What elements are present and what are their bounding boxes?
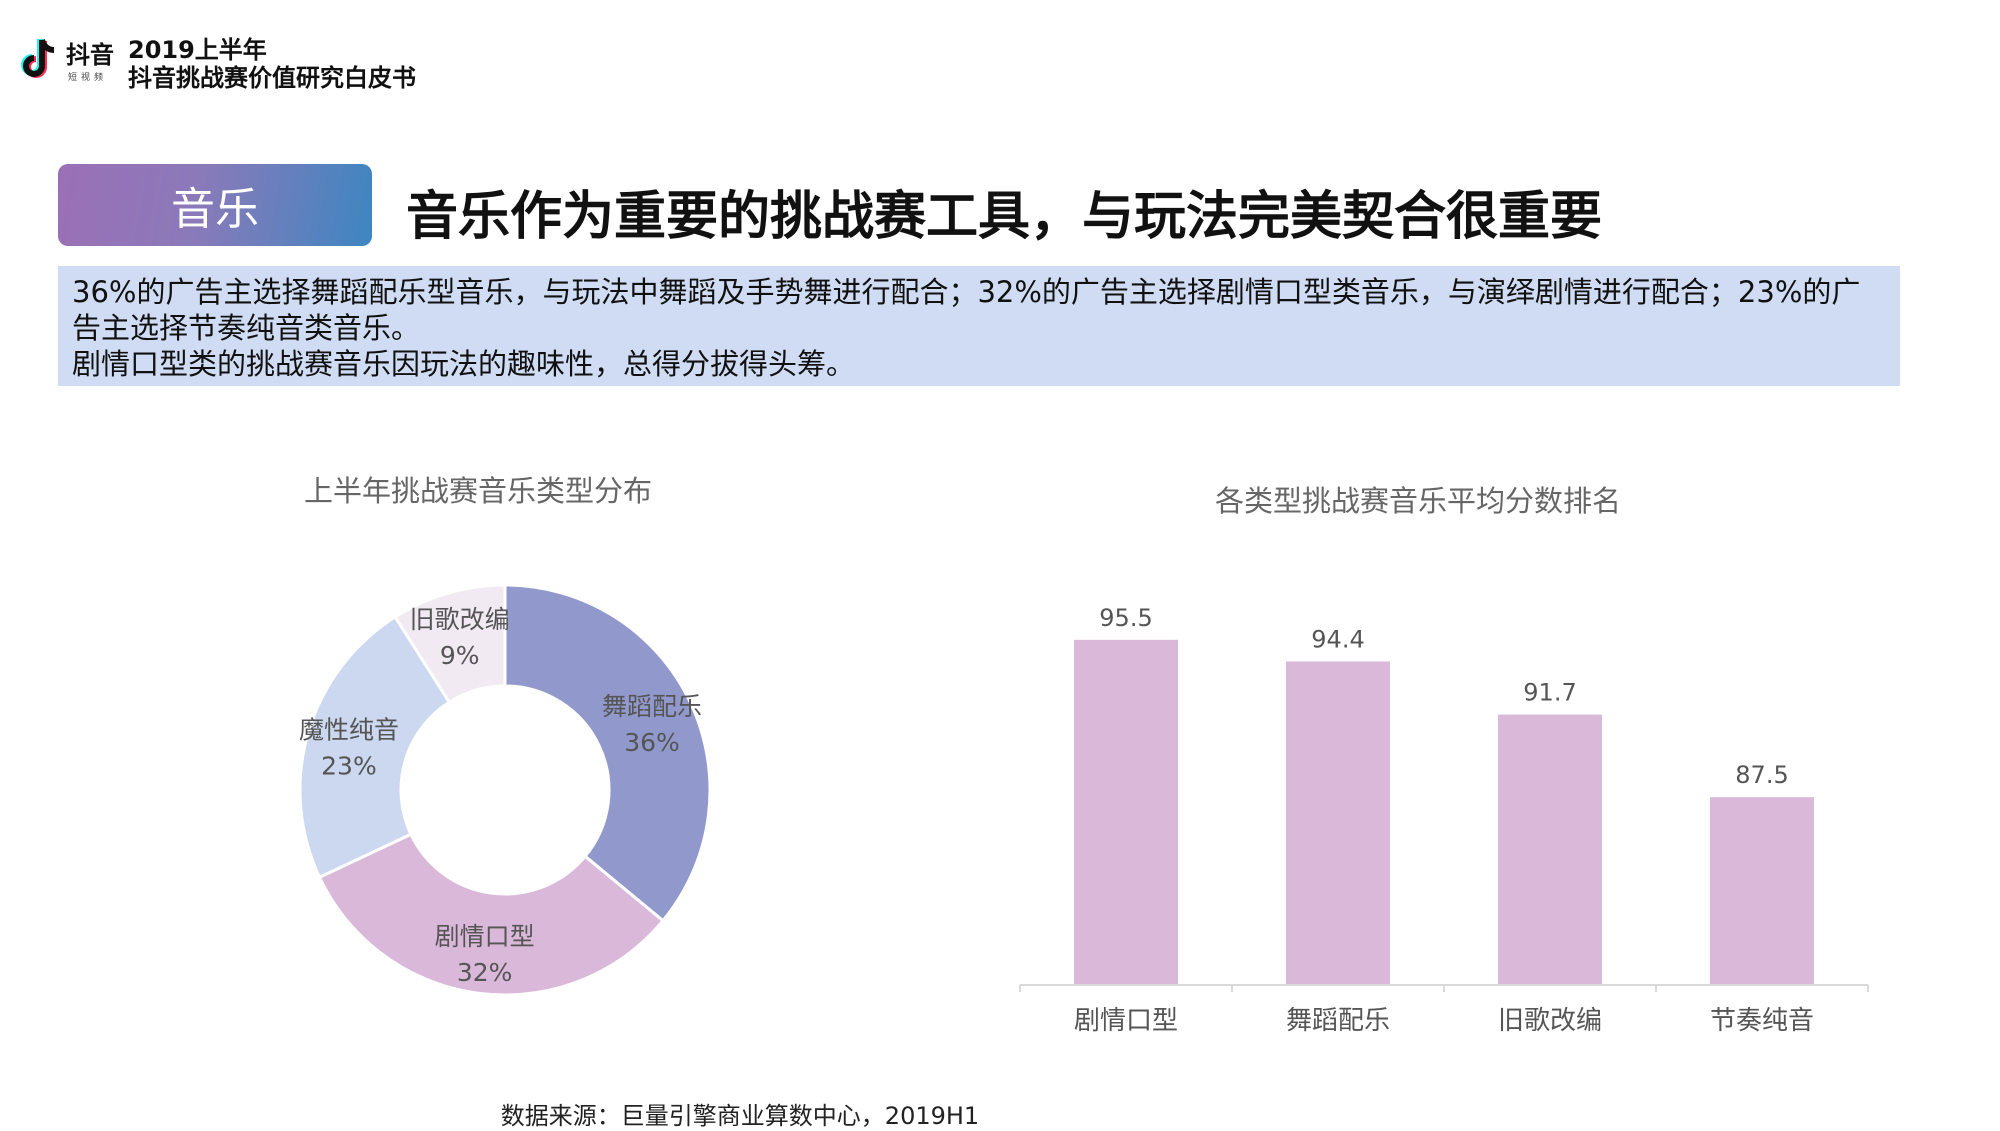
donut-slice-2 [298, 614, 452, 880]
summary-line-2: 剧情口型类的挑战赛音乐因玩法的趣味性，总得分拔得头筹。 [72, 347, 856, 381]
summary-box: 36%的广告主选择舞蹈配乐型音乐，与玩法中舞蹈及手势舞进行配合；32%的广告主选… [58, 266, 1900, 386]
donut-chart: 舞蹈配乐 36% 剧情口型 32% 魔性纯音 23% 旧歌改编 9% [298, 583, 712, 997]
donut-slice-3 [393, 583, 507, 705]
bar-category-label: 剧情口型 [1074, 1006, 1178, 1036]
logo-subtext: 短视频 [68, 73, 108, 83]
bar-value-label: 95.5 [1099, 604, 1152, 632]
section-tag: 音乐 [58, 164, 372, 246]
bar-3 [1710, 797, 1814, 984]
bar-2 [1498, 714, 1602, 984]
douyin-logo-icon [21, 38, 55, 78]
report-title: 抖音挑战赛价值研究白皮书 [128, 64, 416, 92]
donut-slice-0 [503, 583, 712, 923]
donut-slice-percent: 32% [457, 958, 513, 987]
bar-value-label: 87.5 [1735, 761, 1788, 789]
donut-chart-title: 上半年挑战赛音乐类型分布 [304, 474, 653, 508]
donut-slice-label: 魔性纯音 [299, 716, 399, 745]
donut-slice-label: 舞蹈配乐 [602, 692, 702, 721]
logo-text: 抖音 [66, 41, 114, 69]
report-year: 2019上半年 [128, 36, 267, 64]
bar-category-label: 旧歌改编 [1498, 1006, 1602, 1036]
summary-line-1: 36%的广告主选择舞蹈配乐型音乐，与玩法中舞蹈及手势舞进行配合；32%的广告主选… [72, 275, 1861, 345]
bar-value-label: 91.7 [1523, 679, 1576, 707]
data-source-note: 数据来源：巨量引擎商业算数中心，2019H1 [500, 1102, 980, 1130]
bar-value-label: 94.4 [1311, 625, 1364, 653]
page-headline: 音乐作为重要的挑战赛工具，与玩法完美契合很重要 [406, 187, 1603, 247]
donut-slice-1 [317, 832, 666, 997]
bar-chart-title: 各类型挑战赛音乐平均分数排名 [1215, 484, 1622, 518]
bar-1 [1286, 661, 1390, 984]
donut-slice-percent: 36% [624, 728, 680, 757]
donut-slice-percent: 23% [321, 752, 377, 781]
bar-category-label: 舞蹈配乐 [1286, 1006, 1390, 1036]
bar-category-label: 节奏纯音 [1710, 1006, 1814, 1036]
bar-0 [1074, 639, 1178, 984]
donut-slice-label: 旧歌改编 [410, 605, 510, 634]
bar-chart: 95.5 剧情口型 94.4 舞蹈配乐 91.7 旧歌改编 87.5 节奏纯音 [1019, 604, 1869, 1036]
donut-slice-label: 剧情口型 [435, 922, 535, 951]
donut-slice-percent: 9% [440, 641, 480, 670]
